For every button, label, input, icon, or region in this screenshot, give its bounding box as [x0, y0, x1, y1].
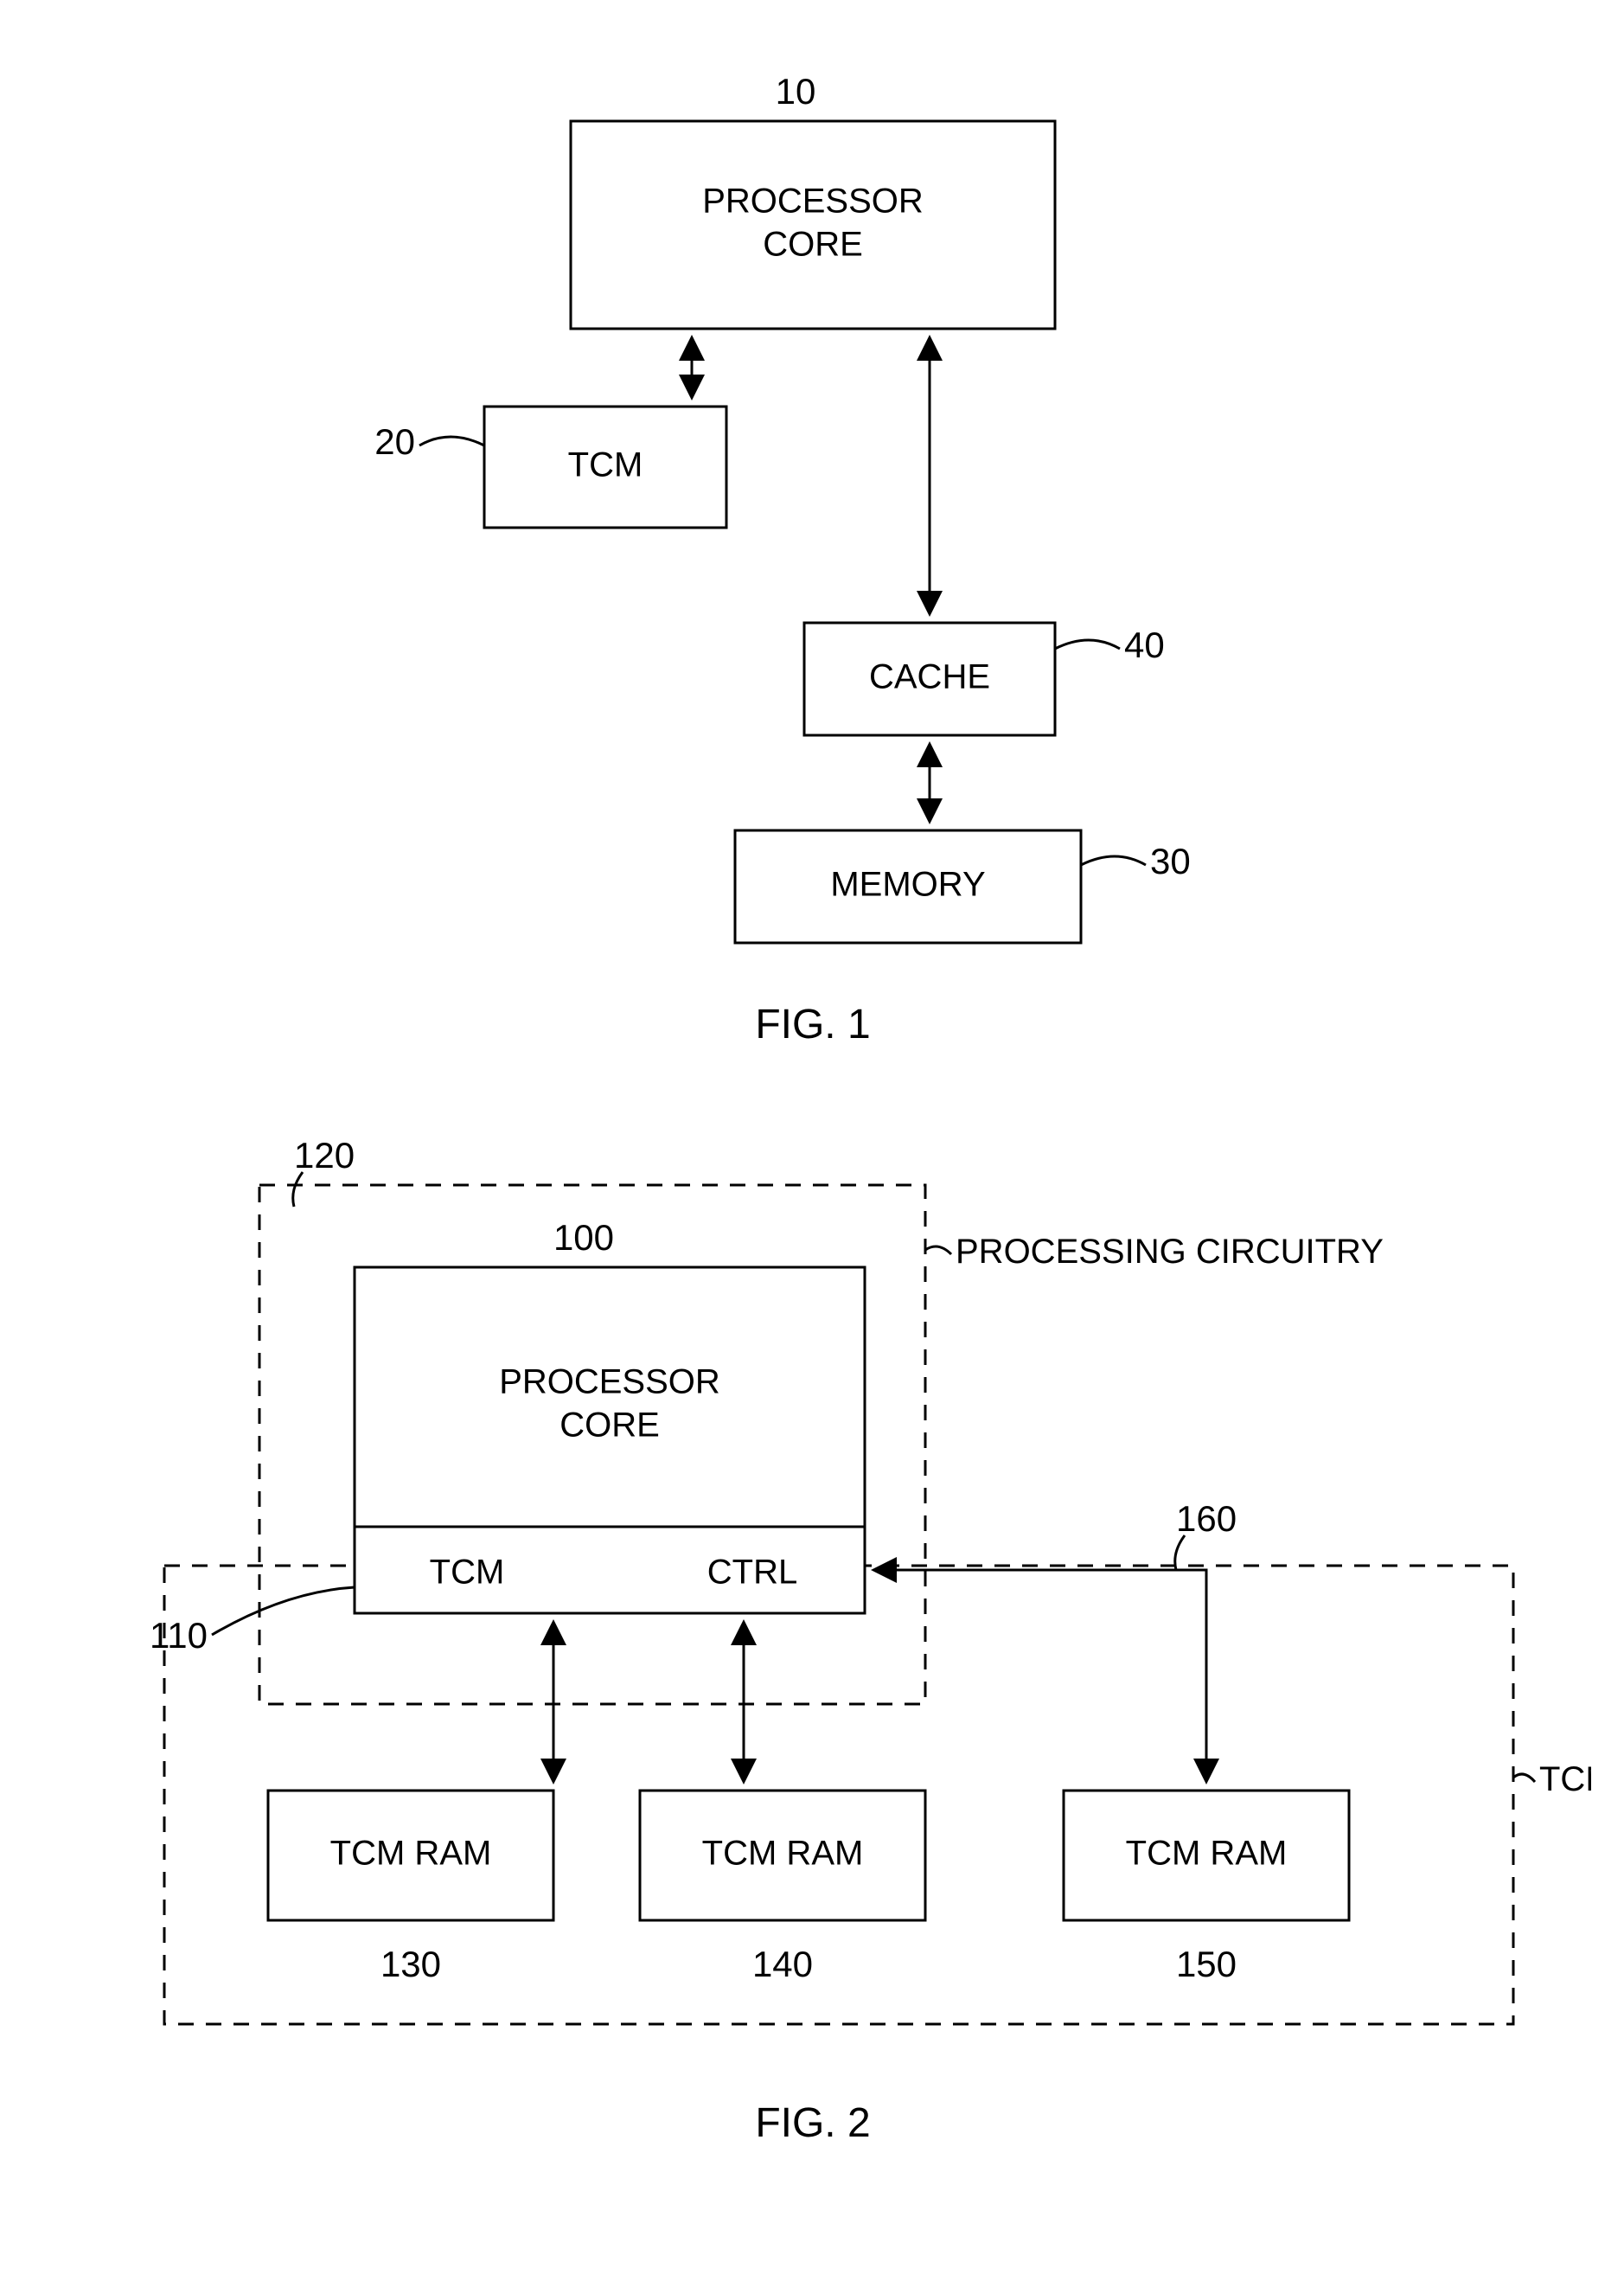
processing-circuitry-ref: 120 [294, 1135, 355, 1176]
tcm-ram-2-label: TCM RAM [702, 1835, 864, 1873]
tcm-ctrl-ref: 110 [150, 1615, 208, 1656]
cache-ref: 40 [1124, 625, 1165, 665]
processor-core-label2-l1: PROCESSOR [499, 1363, 720, 1401]
tcm-ram-3-ref: 150 [1176, 1944, 1237, 1984]
figure-1: PROCESSOR CORE 10 TCM 20 CACHE 40 MEMORY… [35, 35, 1591, 1073]
processor-core-label-l1: PROCESSOR [702, 183, 924, 221]
tcm-group-label: TCM [1539, 1760, 1591, 1798]
processor-core-label2-l2: CORE [559, 1406, 660, 1445]
processing-circuitry-label: PROCESSING CIRCUITRY [956, 1233, 1384, 1271]
tcm-ram-3-label: TCM RAM [1126, 1835, 1288, 1873]
cache-label: CACHE [869, 658, 990, 696]
tcm-ctrl-left-label: TCM [430, 1554, 505, 1592]
processor-core-ref: 10 [776, 71, 816, 112]
processor-core-ref-2: 100 [553, 1217, 614, 1258]
tcm-ram-1-ref: 130 [380, 1944, 441, 1984]
tcm-ref: 20 [374, 421, 415, 462]
processor-core-label-l2: CORE [763, 226, 863, 264]
tcm-ctrl-right-label: CTRL [707, 1554, 797, 1592]
figure-2: PROCESSING CIRCUITRY 120 TCM 160 PROCESS… [35, 1073, 1591, 2197]
fig2-caption: FIG. 2 [755, 2100, 870, 2146]
tcm-ram-2-ref: 140 [752, 1944, 813, 1984]
arrow-ctrl-ram3 [873, 1570, 1206, 1782]
fig1-caption: FIG. 1 [755, 1002, 870, 1048]
tcm-group-ref: 160 [1176, 1498, 1237, 1539]
memory-ref: 30 [1150, 841, 1191, 881]
memory-label: MEMORY [830, 866, 985, 904]
tcm-ram-1-label: TCM RAM [330, 1835, 492, 1873]
tcm-label: TCM [568, 446, 643, 484]
